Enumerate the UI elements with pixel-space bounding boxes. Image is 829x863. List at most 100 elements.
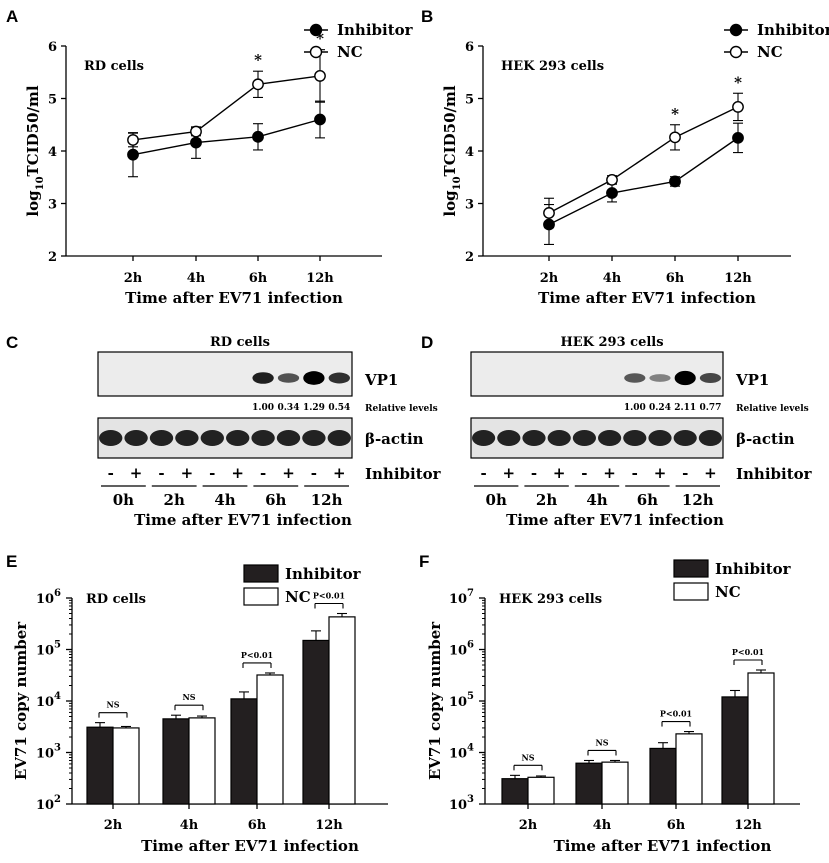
y-tick-label: 4: [48, 145, 57, 160]
lane-sign: -: [260, 464, 266, 482]
panel-letter-d: D: [421, 333, 433, 352]
actin-band: [673, 430, 697, 446]
data-point-inhibitor: [252, 130, 264, 143]
x-tick-label: 2h: [540, 271, 559, 286]
y-tick-label: 102: [36, 794, 61, 813]
panel-letter-b: B: [421, 7, 433, 26]
relative-level-value: 0.54: [328, 403, 350, 413]
comparison-label: NS: [595, 737, 608, 747]
vp1-label: VP1: [364, 371, 398, 389]
inhibitor-row-label: Inhibitor: [365, 465, 442, 483]
vp1-band: [303, 371, 325, 385]
lane-sign: -: [480, 464, 486, 482]
bar-nc: [256, 674, 284, 805]
legend-label: NC: [715, 583, 741, 601]
legend-swatch: [673, 559, 709, 578]
timepoint-label: 0h: [113, 491, 134, 509]
actin-band: [698, 430, 722, 446]
series-line-nc: [132, 75, 321, 141]
y-axis-label: log10TCID50/ml: [441, 85, 463, 216]
legend-label: NC: [285, 588, 311, 606]
bar-nc: [112, 727, 140, 805]
lane-sign: +: [654, 464, 667, 482]
y-axis-label: log10TCID50/ml: [24, 85, 46, 216]
bar-inhibitor: [302, 639, 330, 805]
y-tick-label: 3: [465, 198, 474, 213]
x-tick-label: 4h: [603, 271, 622, 286]
lane-sign: +: [130, 464, 143, 482]
y-tick-label: 4: [465, 145, 474, 160]
relative-level-value: 1.29: [303, 403, 325, 413]
y-tick-label: 107: [449, 588, 474, 607]
series-line-inhibitor: [548, 137, 739, 226]
vp1-band: [624, 373, 646, 383]
y-tick-label: 2: [48, 250, 57, 265]
chart-title: RD cells: [84, 59, 144, 74]
y-tick-label: 5: [48, 93, 57, 108]
actin-band: [200, 430, 224, 446]
actin-band: [226, 430, 250, 446]
relative-level-value: 2.11: [674, 403, 696, 413]
legend-label: NC: [337, 43, 363, 61]
x-axis-label: Time after EV71 infection: [506, 511, 724, 529]
x-tick-label: 4h: [593, 818, 612, 833]
bar-inhibitor: [501, 778, 529, 805]
legend-swatch: [243, 587, 279, 606]
comparison-label: P<0.01: [313, 591, 345, 601]
x-tick-label: 6h: [248, 818, 267, 833]
x-tick-label: 2h: [124, 271, 143, 286]
y-tick-label: 5: [465, 93, 474, 108]
x-axis-label: Time after EV71 infection: [554, 837, 772, 855]
y-axis-label: EV71 copy number: [12, 621, 30, 780]
data-point-nc: [732, 101, 744, 113]
bar-inhibitor: [575, 762, 603, 805]
lane-sign: +: [553, 464, 566, 482]
relative-levels-label: Relative levels: [365, 404, 438, 414]
bar-inhibitor: [649, 747, 677, 805]
relative-level-value: 0.34: [278, 403, 300, 413]
inhibitor-row-label: Inhibitor: [736, 465, 813, 483]
x-tick-label: 12h: [306, 271, 334, 286]
lane-sign: -: [682, 464, 688, 482]
y-tick-label: 104: [36, 691, 61, 710]
lane-sign: +: [181, 464, 194, 482]
comparison-label: NS: [182, 692, 195, 702]
actin-band: [572, 430, 596, 446]
data-point-nc: [543, 207, 555, 219]
data-point-inhibitor: [127, 148, 139, 161]
bar-inhibitor: [86, 726, 114, 805]
y-tick-label: 105: [449, 691, 474, 710]
comparison-label: P<0.01: [660, 709, 692, 719]
bar-inhibitor: [230, 698, 258, 805]
y-tick-label: 103: [449, 794, 474, 813]
lane-sign: -: [531, 464, 537, 482]
bar-nc: [675, 733, 703, 805]
lane-sign: +: [603, 464, 616, 482]
comparison-label: P<0.01: [732, 647, 764, 657]
y-tick-label: 106: [449, 640, 474, 659]
blot-title: HEK 293 cells: [560, 335, 663, 350]
data-point-inhibitor: [606, 187, 618, 199]
chart-title: HEK 293 cells: [501, 59, 604, 74]
x-tick-label: 4h: [187, 271, 206, 286]
actin-band: [302, 430, 326, 446]
x-tick-label: 2h: [519, 818, 538, 833]
y-tick-label: 103: [36, 743, 61, 762]
actin-band: [522, 430, 546, 446]
actin-band: [276, 430, 301, 446]
significance-star: *: [734, 73, 742, 91]
actin-band: [327, 430, 351, 446]
data-point-nc: [252, 78, 264, 91]
actin-band: [251, 430, 275, 446]
x-tick-label: 12h: [724, 271, 752, 286]
actin-band: [175, 430, 199, 446]
series-line-inhibitor: [132, 118, 321, 156]
timepoint-label: 2h: [164, 491, 185, 509]
y-tick-label: 6: [465, 40, 474, 55]
data-point-nc: [127, 134, 139, 146]
vp1-label: VP1: [735, 371, 769, 389]
y-tick-label: 105: [36, 640, 61, 659]
actin-band: [124, 430, 148, 446]
lane-sign: +: [704, 464, 717, 482]
